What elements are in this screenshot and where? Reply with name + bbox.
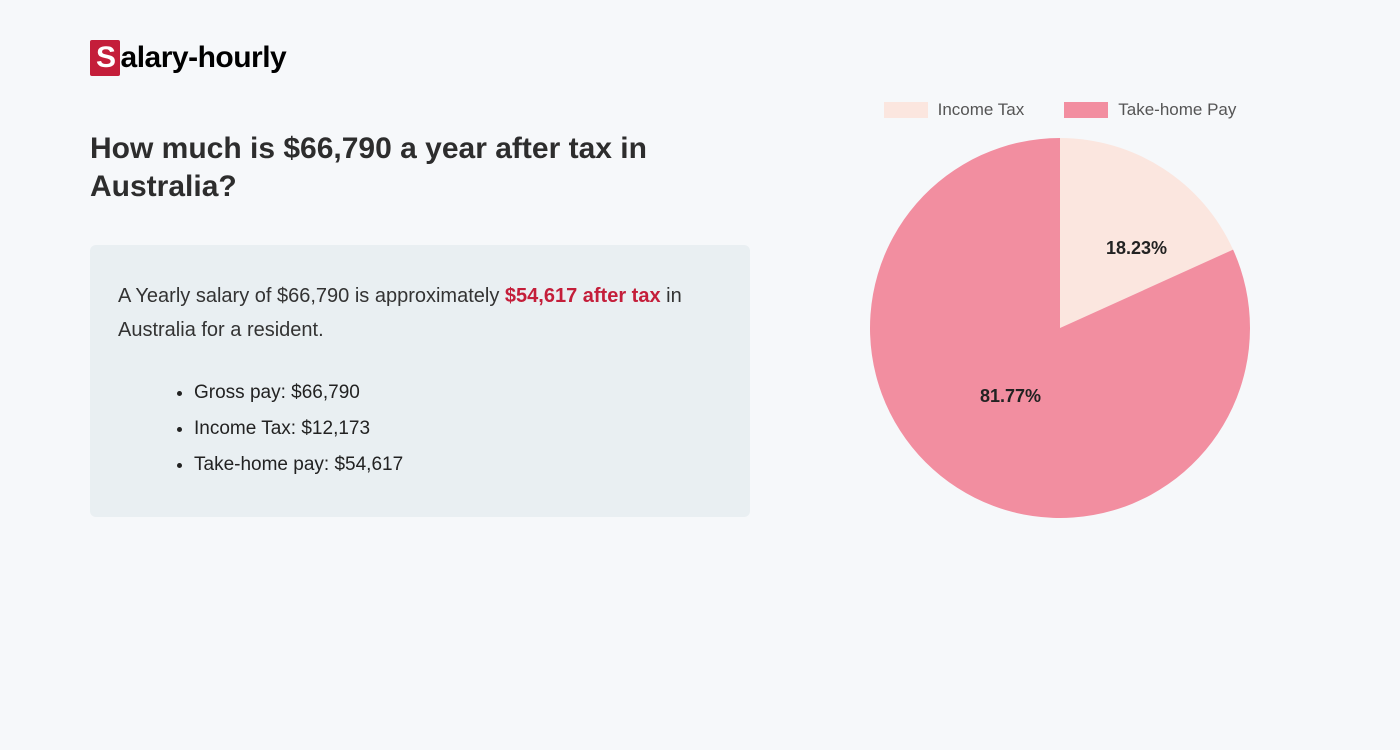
legend-swatch-tax [884, 102, 928, 118]
left-column: How much is $66,790 a year after tax in … [90, 130, 750, 517]
summary-prefix: A Yearly salary of $66,790 is approximat… [118, 285, 505, 307]
list-item: Income Tax: $12,173 [194, 411, 722, 447]
list-item: Gross pay: $66,790 [194, 375, 722, 411]
chart-legend: Income Tax Take-home Pay [884, 100, 1237, 120]
logo-badge: S [90, 40, 120, 76]
legend-label-takehome: Take-home Pay [1118, 100, 1236, 120]
summary-highlight: $54,617 after tax [505, 285, 661, 307]
legend-swatch-takehome [1064, 102, 1108, 118]
pie-svg [870, 138, 1250, 518]
list-item: Take-home pay: $54,617 [194, 447, 722, 483]
legend-item-takehome: Take-home Pay [1064, 100, 1236, 120]
legend-label-tax: Income Tax [938, 100, 1025, 120]
legend-item-tax: Income Tax [884, 100, 1025, 120]
page-headline: How much is $66,790 a year after tax in … [90, 130, 750, 205]
right-column: Income Tax Take-home Pay 18.23% 81.77% [810, 100, 1310, 518]
summary-box: A Yearly salary of $66,790 is approximat… [90, 245, 750, 517]
content-row: How much is $66,790 a year after tax in … [90, 130, 1310, 518]
bullet-list: Gross pay: $66,790 Income Tax: $12,173 T… [118, 375, 722, 483]
site-logo: Salary-hourly [90, 40, 1310, 76]
logo-text: alary-hourly [121, 41, 287, 75]
summary-text: A Yearly salary of $66,790 is approximat… [118, 279, 722, 347]
pie-chart: 18.23% 81.77% [870, 138, 1250, 518]
pie-label-takehome: 81.77% [980, 386, 1041, 407]
pie-label-tax: 18.23% [1106, 238, 1167, 259]
